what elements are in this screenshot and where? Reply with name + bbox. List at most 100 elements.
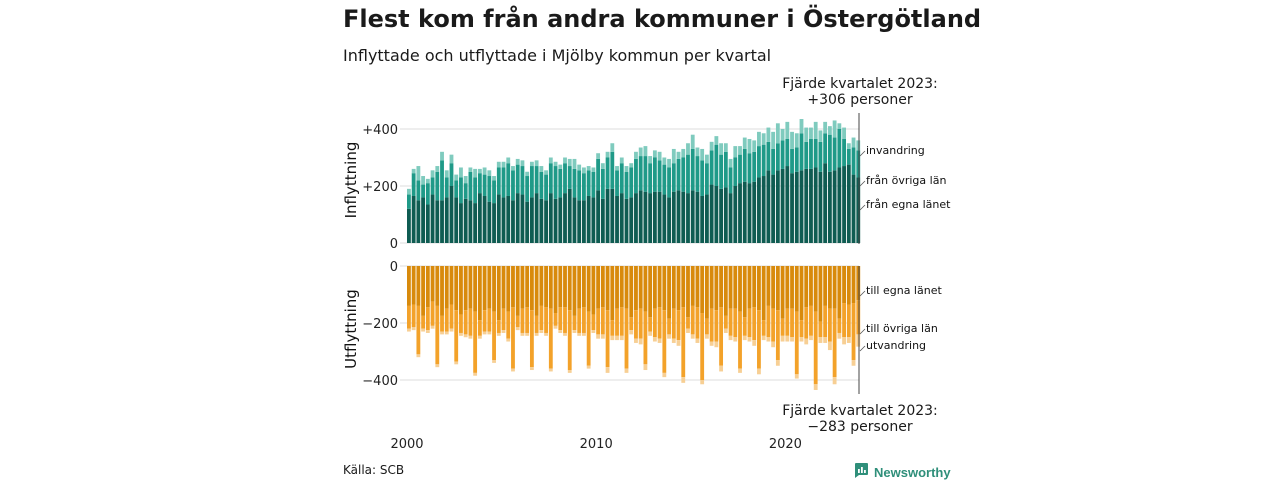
bar-in-1 [827, 134, 832, 172]
bar-in-0 [430, 194, 435, 243]
bar-out-1 [638, 308, 643, 339]
bar-in-1 [577, 170, 582, 201]
bar-in-2 [487, 170, 492, 177]
bar-in-0 [686, 193, 690, 243]
bar-in-0 [619, 193, 624, 243]
bar-out-1 [652, 308, 657, 338]
bar-in-1 [482, 174, 487, 196]
bar-out-2 [558, 330, 563, 333]
bar-out-2 [520, 332, 525, 336]
bar-in-0 [738, 183, 742, 243]
bar-in-0 [757, 177, 761, 243]
bar-in-2 [534, 160, 539, 167]
bar-in-0 [539, 198, 544, 243]
bar-in-1 [804, 141, 809, 169]
bar-out-0 [449, 266, 454, 305]
bar-out-2 [842, 337, 846, 345]
bar-out-1 [700, 313, 705, 380]
bar-in-0 [416, 200, 421, 243]
bar-out-1 [695, 307, 700, 339]
bar-in-2 [846, 143, 851, 149]
bar-in-2 [539, 166, 544, 172]
bar-out-1 [582, 307, 586, 333]
bar-in-0 [809, 168, 813, 243]
bar-in-0 [790, 173, 794, 243]
bar-out-0 [430, 266, 435, 302]
bar-out-2 [766, 337, 771, 342]
bar-out-0 [572, 266, 577, 316]
bar-out-1 [600, 307, 605, 335]
bar-out-0 [757, 266, 761, 311]
bar-out-2 [785, 335, 790, 342]
bar-out-1 [794, 311, 799, 375]
bar-in-2 [813, 121, 818, 139]
bar-in-0 [444, 197, 449, 243]
bar-in-0 [785, 166, 790, 243]
bar-in-1 [407, 194, 411, 209]
bar-out-0 [421, 266, 426, 316]
bar-in-0 [752, 181, 757, 243]
bar-out-1 [686, 317, 690, 329]
bar-out-2 [723, 328, 728, 333]
bar-out-0 [652, 266, 657, 309]
bar-out-2 [468, 335, 473, 339]
bar-out-1 [757, 310, 761, 369]
bar-in-0 [719, 188, 724, 243]
bar-in-0 [695, 191, 700, 243]
bar-out-2 [686, 328, 690, 333]
bar-in-1 [704, 163, 709, 195]
bar-in-0 [804, 168, 809, 243]
bar-in-0 [771, 174, 776, 243]
bar-in-2 [501, 161, 506, 168]
bar-out-0 [454, 266, 459, 311]
bar-out-1 [738, 311, 742, 369]
bar-out-1 [558, 307, 563, 331]
bar-in-2 [856, 140, 861, 151]
bar-in-2 [558, 164, 563, 169]
bar-in-2 [411, 168, 416, 174]
bar-out-0 [695, 266, 700, 308]
bar-out-1 [690, 305, 695, 335]
bar-in-2 [799, 119, 804, 134]
bar-in-2 [761, 133, 766, 145]
label-leader [859, 180, 866, 187]
bar-out-0 [600, 266, 605, 308]
bottom-annotation: Fjärde kvartalet 2023: −283 personer [780, 403, 940, 435]
bar-out-0 [709, 266, 714, 309]
bar-in-1 [775, 143, 780, 171]
bar-out-2 [638, 338, 643, 345]
bar-in-1 [681, 157, 686, 192]
bar-in-0 [529, 197, 534, 243]
bar-out-1 [723, 315, 728, 329]
bar-in-1 [544, 174, 548, 201]
bar-out-0 [525, 266, 530, 308]
bar-out-1 [492, 311, 496, 361]
bar-in-1 [771, 148, 776, 175]
bar-in-1 [667, 167, 671, 198]
bar-in-1 [473, 177, 478, 204]
bar-in-1 [648, 163, 653, 194]
bar-in-1 [600, 168, 605, 199]
bar-out-2 [809, 335, 813, 341]
bar-out-2 [449, 328, 454, 332]
bar-in-2 [757, 131, 761, 147]
bar-in-0 [605, 188, 610, 243]
bar-out-2 [813, 384, 818, 390]
bottom-annotation-label: Fjärde kvartalet 2023: [782, 403, 938, 419]
newsworthy-logo[interactable]: Newsworthy [853, 462, 951, 482]
bar-in-1 [435, 171, 440, 201]
bar-out-1 [771, 308, 776, 342]
bar-in-2 [416, 166, 421, 181]
bar-in-1 [440, 160, 444, 201]
bar-out-2 [790, 337, 794, 342]
bar-out-2 [652, 337, 657, 342]
bar-out-1 [790, 308, 794, 338]
bar-in-0 [690, 190, 695, 243]
bar-in-1 [657, 160, 662, 192]
bar-out-2 [529, 367, 534, 371]
bar-in-2 [785, 121, 790, 139]
bar-out-2 [771, 341, 776, 348]
bar-out-0 [563, 266, 567, 308]
bar-out-0 [851, 266, 856, 304]
bar-out-0 [487, 266, 492, 309]
